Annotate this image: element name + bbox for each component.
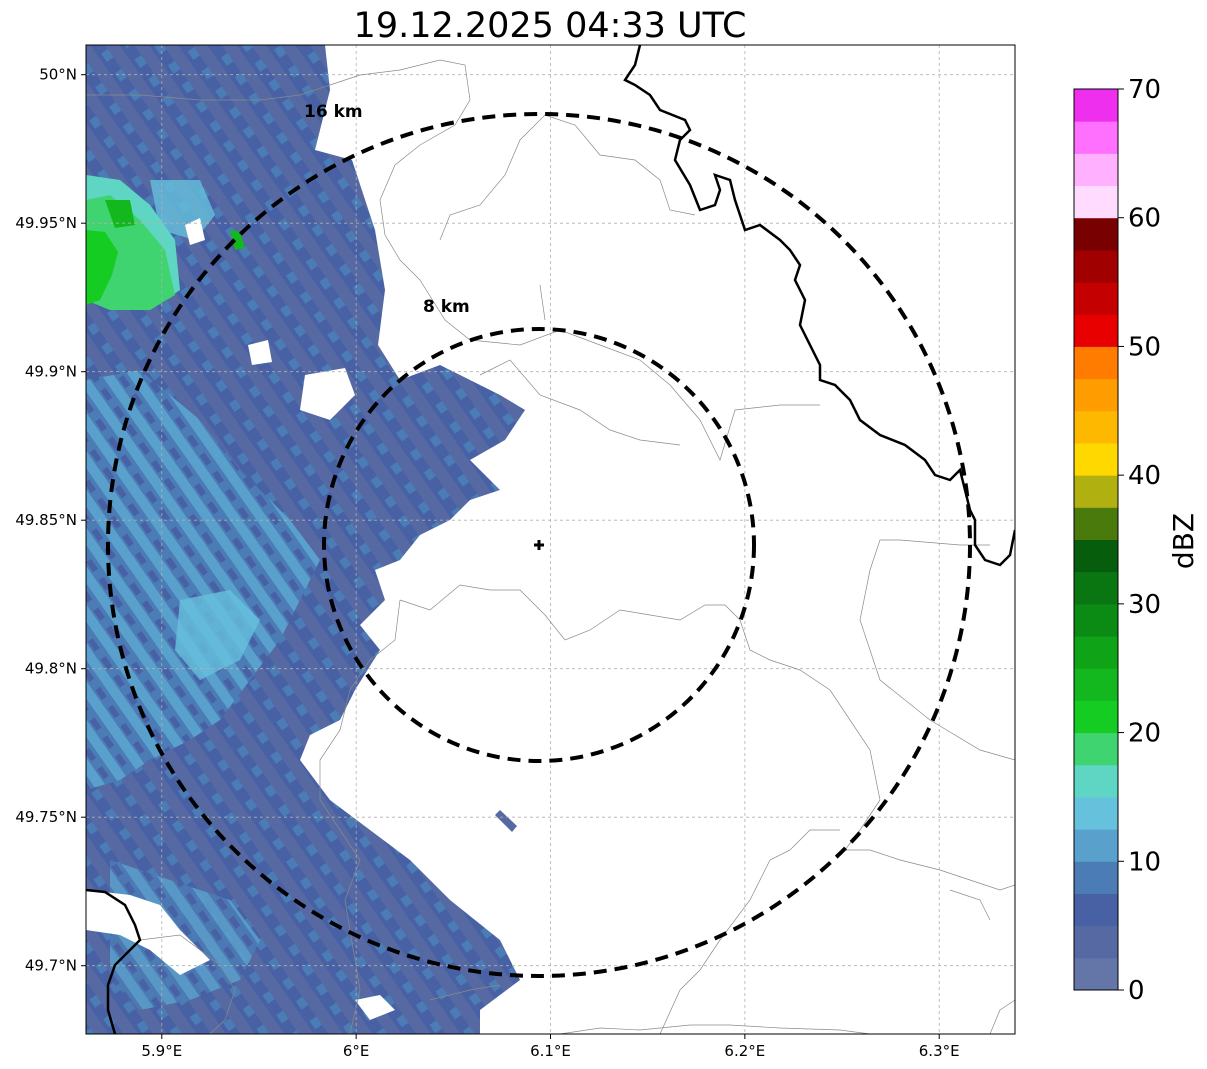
colorbar-frame [1073,88,1119,991]
colorbar-swatch [1074,861,1118,894]
country-borders [86,45,1015,1034]
lat-tick-label: 49.7°N [25,957,77,975]
lon-tick-label: 5.9°E [141,1042,182,1060]
colorbar-swatch [1074,796,1118,830]
echo-gap-1 [300,368,355,420]
colorbar-swatch [1074,668,1118,701]
colorbar-tick-label: 30 [1128,590,1161,620]
echo-region-west [86,45,525,1034]
lat-tick-label: 49.95°N [15,214,77,232]
colorbar-tick-label: 60 [1128,204,1161,234]
radar-echo-field [86,45,525,1034]
colorbar-ticks: 0 10 20 30 40 50 60 70 [1118,75,1161,1006]
map-title: 19.12.2025 04:33 UTC [354,6,747,46]
colorbar-swatch [1074,764,1118,798]
colorbar-swatch [1074,410,1118,444]
colorbar-tick-label: 70 [1128,75,1161,105]
colorbar-swatch [1074,539,1118,573]
colorbar-label: dBZ [1167,513,1200,569]
latitude-ticks: 50°N 49.95°N 49.9°N 49.85°N 49.8°N 49.75°N 49.… [15,66,86,975]
echo-green-core-2 [105,200,135,228]
colorbar-tick-label: 0 [1128,976,1145,1006]
map-gridlines [86,45,1015,1034]
colorbar-swatch [1074,957,1118,991]
colorbar-swatch [1074,314,1118,347]
range-ring-16km [106,112,972,978]
echo-gap-4 [86,890,210,975]
colorbar-swatch [1074,732,1118,766]
colorbar-swatch [1074,89,1118,122]
lat-tick-label: 49.75°N [15,808,77,826]
echo-small-streak [495,810,517,832]
echo-cyan-patch [175,590,260,680]
admin-boundaries [86,59,1015,1034]
colorbar-swatches [1074,89,1118,991]
colorbar-swatch [1074,829,1118,862]
colorbar-swatch [1074,603,1118,637]
echo-green-core [86,230,118,305]
echo-region-core [86,370,320,790]
colorbar-swatch [1074,346,1118,380]
colorbar-swatch [1074,636,1118,669]
colorbar-swatch [1074,378,1118,412]
colorbar-swatch [1074,507,1118,540]
range-rings [106,112,972,978]
colorbar: 0 10 20 30 40 50 60 70 dBZ [1073,75,1200,1006]
colorbar-swatch [1074,217,1118,251]
lon-tick-label: 6°E [343,1042,370,1060]
echo-gap-3 [185,218,205,245]
longitude-ticks: 5.9°E 6°E 6.1°E 6.2°E 6.3°E [141,1034,960,1060]
lat-tick-label: 49.85°N [15,511,77,529]
colorbar-swatch [1074,121,1118,154]
lat-tick-label: 49.8°N [25,660,77,678]
lat-tick-label: 50°N [39,66,77,84]
colorbar-swatch [1074,153,1118,187]
colorbar-tick-label: 50 [1128,332,1161,362]
echo-gap-2 [248,340,272,365]
lon-tick-label: 6.2°E [724,1042,765,1060]
colorbar-tick-label: 10 [1128,847,1161,877]
colorbar-swatch [1074,571,1118,605]
range-ring-label-16km: 16 km [304,102,363,122]
colorbar-tick-label: 20 [1128,719,1161,749]
colorbar-swatch [1074,185,1118,219]
colorbar-swatch [1074,700,1118,734]
lat-tick-label: 49.9°N [25,363,77,381]
colorbar-swatch [1074,282,1118,315]
colorbar-swatch [1074,893,1118,927]
range-ring-label-8km: 8 km [423,297,470,317]
radar-site-marker [534,540,544,550]
lon-tick-label: 6.1°E [530,1042,571,1060]
echo-green-dot [230,230,245,250]
colorbar-tick-label: 40 [1128,461,1161,491]
echo-gap-5 [355,995,395,1020]
range-ring-8km [322,327,756,763]
colorbar-swatch [1074,475,1118,508]
colorbar-swatch [1074,249,1118,283]
colorbar-swatch [1074,925,1118,959]
colorbar-swatch [1074,442,1118,476]
lon-tick-label: 6.3°E [919,1042,960,1060]
map-area: 8 km 16 km [86,45,1015,1034]
